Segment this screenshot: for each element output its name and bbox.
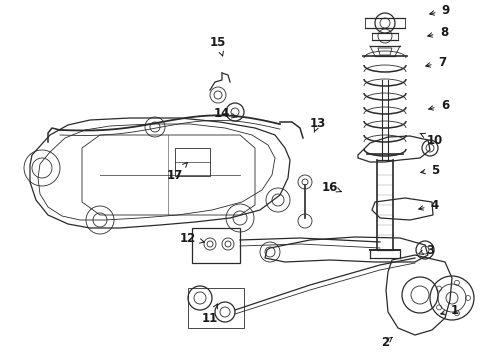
Text: 11: 11: [202, 304, 218, 324]
Text: 7: 7: [426, 55, 446, 68]
Text: 16: 16: [322, 180, 341, 194]
Text: 14: 14: [214, 107, 237, 120]
Text: 4: 4: [419, 198, 439, 212]
Text: 5: 5: [421, 163, 439, 176]
Text: 10: 10: [420, 133, 443, 147]
Text: 3: 3: [418, 243, 434, 257]
Text: 17: 17: [167, 163, 188, 181]
Text: 2: 2: [381, 337, 392, 350]
Text: 1: 1: [441, 303, 459, 316]
Text: 13: 13: [310, 117, 326, 132]
Text: 15: 15: [210, 36, 226, 56]
Text: 12: 12: [180, 231, 204, 244]
Text: 6: 6: [429, 99, 449, 112]
Text: 9: 9: [430, 4, 450, 17]
Text: 8: 8: [428, 26, 448, 39]
